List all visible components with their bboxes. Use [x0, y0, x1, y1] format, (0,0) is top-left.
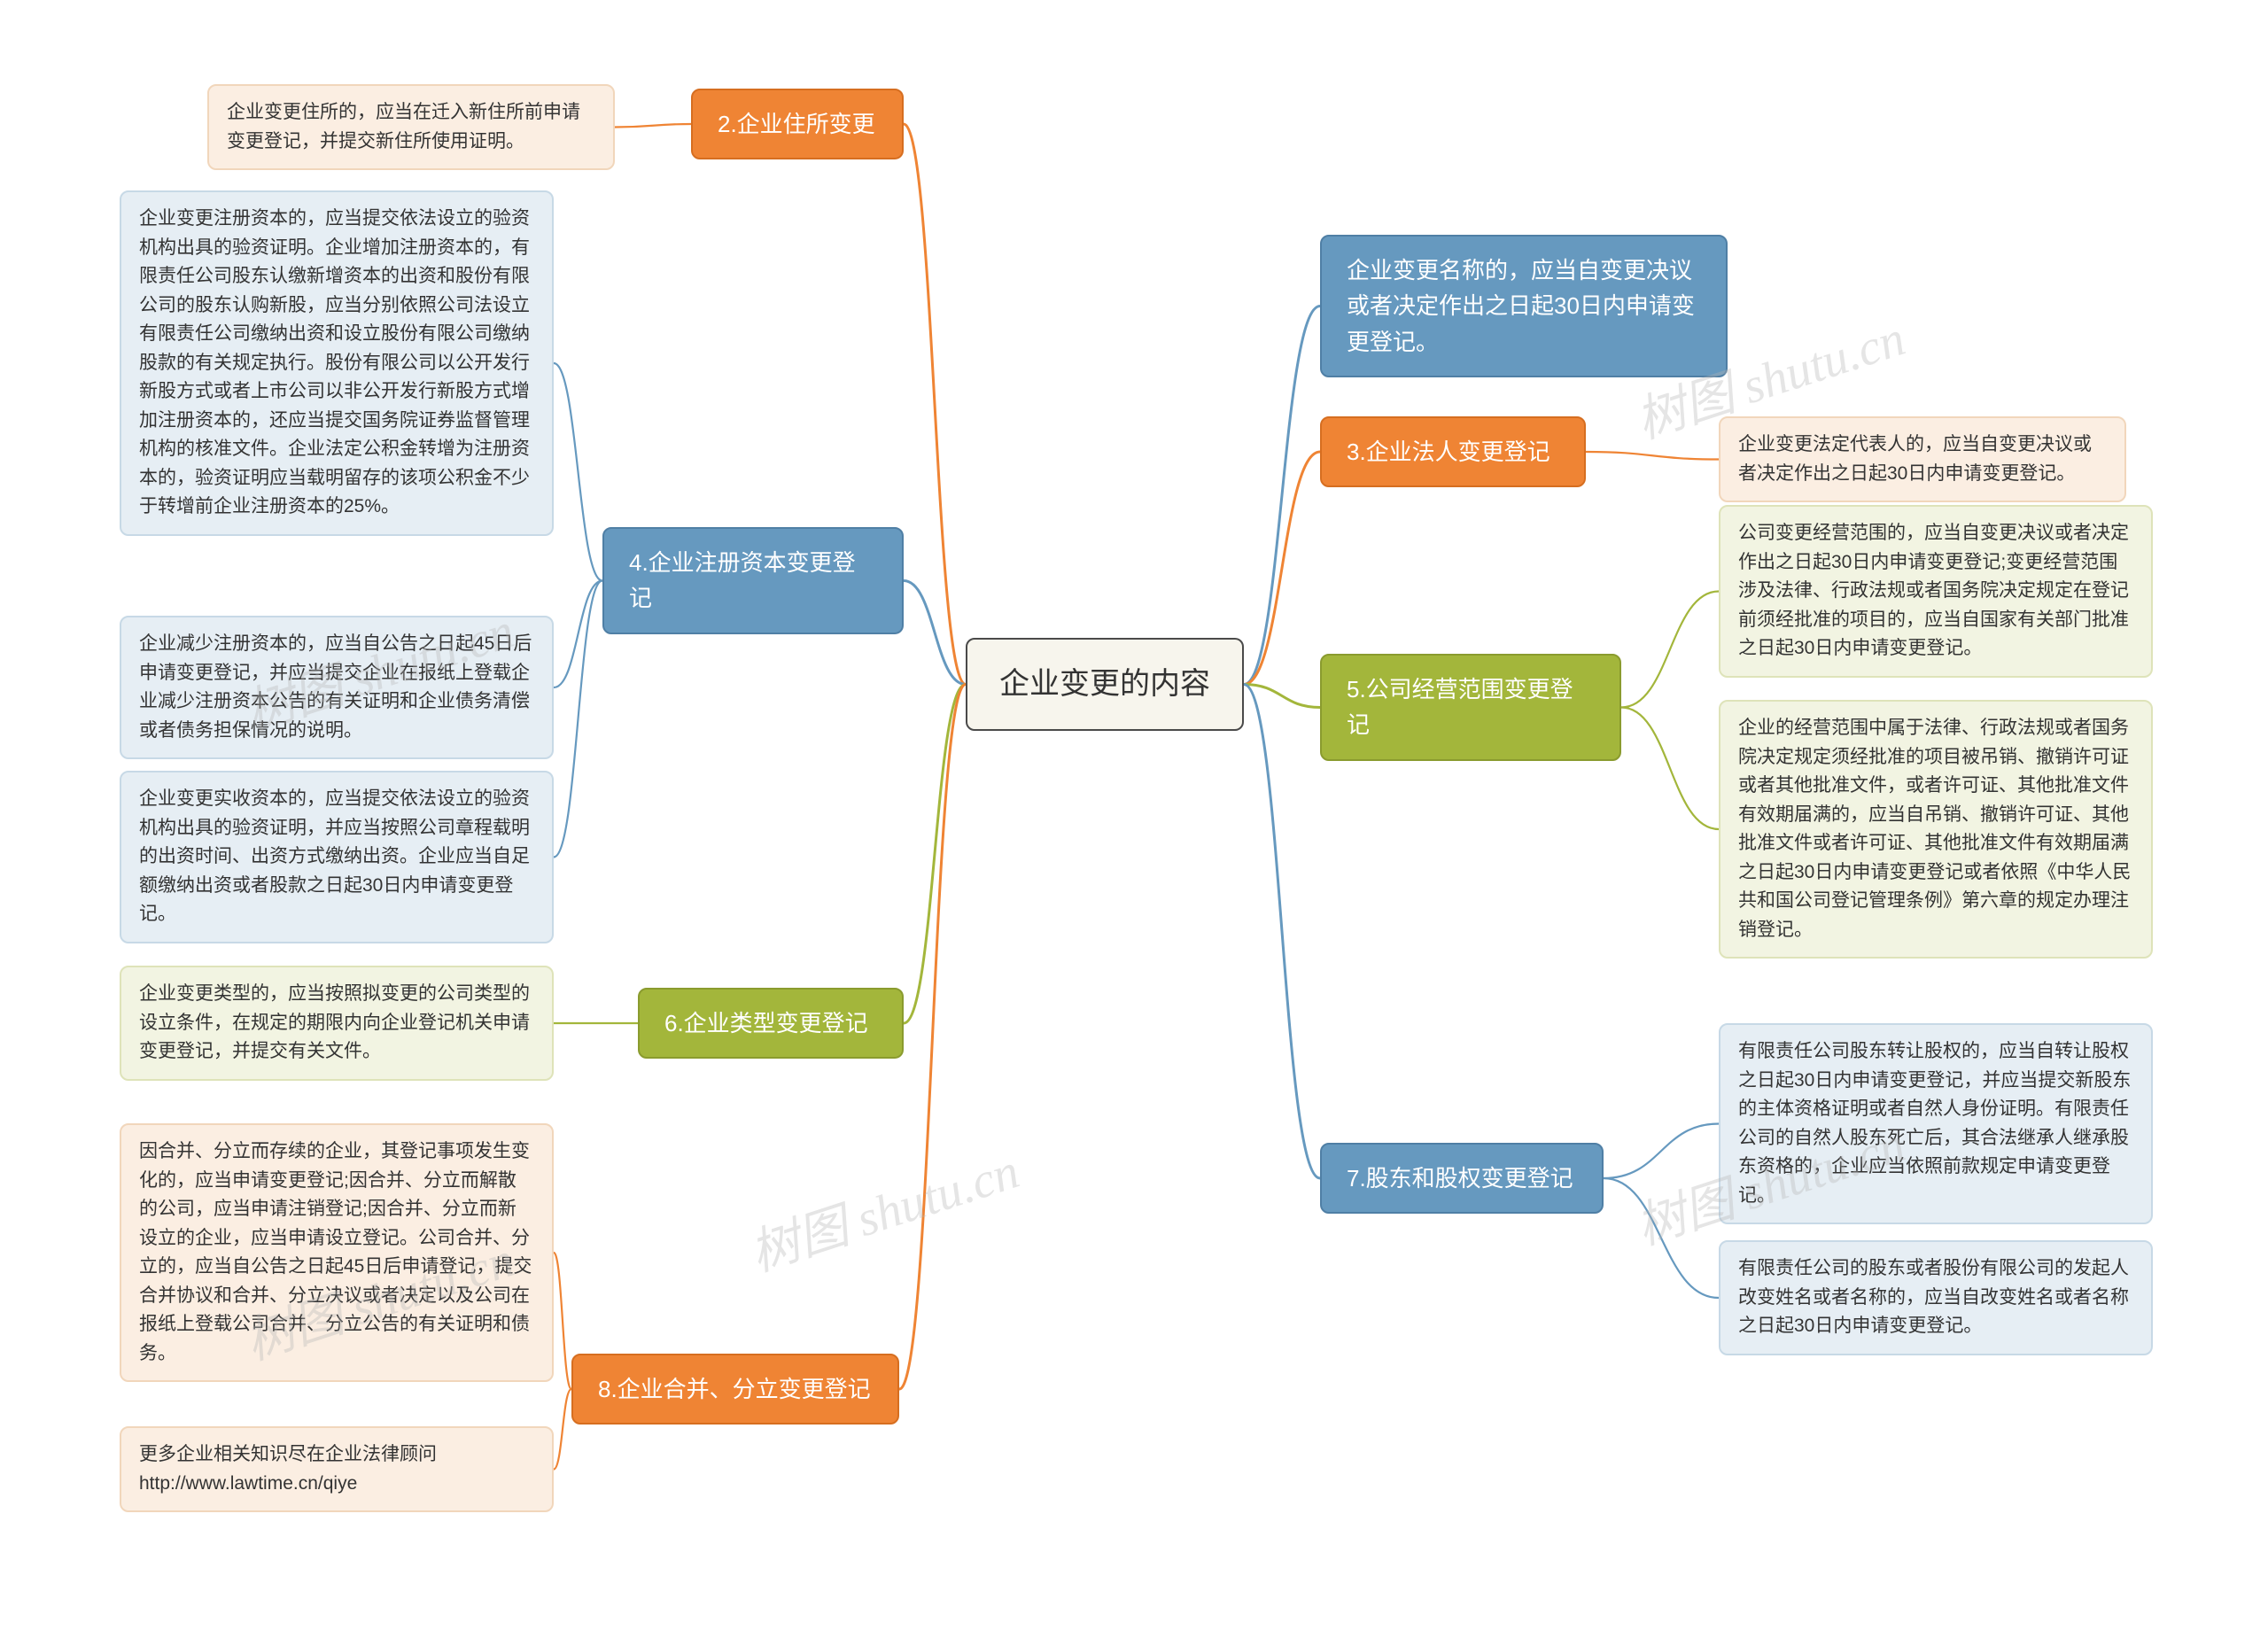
leaf-node-l7a: 有限责任公司股东转让股权的，应当自转让股权之日起30日内申请变更登记，并应当提交… [1719, 1023, 2153, 1224]
branch-node-b6: 6.企业类型变更登记 [638, 988, 904, 1059]
branch-node-b2: 2.企业住所变更 [691, 89, 904, 159]
connector [904, 685, 966, 1024]
connector [554, 581, 602, 858]
connector [554, 1389, 571, 1470]
leaf-node-l4c: 企业变更实收资本的，应当提交依法设立的验资机构出具的验资证明，并应当按照公司章程… [120, 771, 554, 943]
mindmap-canvas: 企业变更的内容 企业变更名称的，应当自变更决议或者决定作出之日起30日内申请变更登… [0, 0, 2268, 1638]
leaf-node-l8b: 更多企业相关知识尽在企业法律顾问http://www.lawtime.cn/qi… [120, 1426, 554, 1512]
connector [1586, 452, 1719, 460]
leaf-node-l8a: 因合并、分立而存续的企业，其登记事项发生变化的，应当申请变更登记;因合并、分立而… [120, 1123, 554, 1382]
leaf-node-l5a: 公司变更经营范围的，应当自变更决议或者决定作出之日起30日内申请变更登记;变更经… [1719, 505, 2153, 678]
connector [554, 1253, 571, 1389]
connector [1604, 1124, 1719, 1179]
leaf-node-l7b: 有限责任公司的股东或者股份有限公司的发起人改变姓名或者名称的，应当自改变姓名或者… [1719, 1240, 2153, 1355]
branch-node-b5: 5.公司经营范围变更登记 [1320, 654, 1621, 761]
leaf-node-l4b: 企业减少注册资本的，应当自公告之日起45日后申请变更登记，并应当提交企业在报纸上… [120, 616, 554, 759]
leaf-node-l6a: 企业变更类型的，应当按照拟变更的公司类型的设立条件，在规定的期限内向企业登记机关… [120, 966, 554, 1081]
center-node: 企业变更的内容 [966, 638, 1244, 731]
watermark: 树图 shutu.cn [740, 1131, 1027, 1285]
connector [554, 363, 602, 581]
branch-node-b7: 7.股东和股权变更登记 [1320, 1143, 1604, 1214]
connector [1604, 1178, 1719, 1298]
connector [615, 124, 691, 128]
branch-node-b8: 8.企业合并、分立变更登记 [571, 1354, 899, 1425]
leaf-node-l4a: 企业变更注册资本的，应当提交依法设立的验资机构出具的验资证明。企业增加注册资本的… [120, 190, 554, 536]
branch-node-b3: 3.企业法人变更登记 [1320, 416, 1586, 487]
connector [1244, 307, 1320, 685]
connector [1244, 685, 1320, 708]
connector [1621, 592, 1719, 708]
leaf-node-l5b: 企业的经营范围中属于法律、行政法规或者国务院决定规定须经批准的项目被吊销、撤销许… [1719, 700, 2153, 959]
connector [554, 581, 602, 688]
connector [1244, 685, 1320, 1179]
leaf-node-l3a: 企业变更法定代表人的，应当自变更决议或者决定作出之日起30日内申请变更登记。 [1719, 416, 2126, 502]
leaf-node-l2a: 企业变更住所的，应当在迁入新住所前申请变更登记，并提交新住所使用证明。 [207, 84, 615, 170]
connector [1244, 452, 1320, 685]
connector [899, 685, 966, 1390]
connector [904, 124, 966, 685]
connector [904, 581, 966, 685]
branch-node-b1: 企业变更名称的，应当自变更决议或者决定作出之日起30日内申请变更登记。 [1320, 235, 1728, 377]
connector [1621, 708, 1719, 830]
branch-node-b4: 4.企业注册资本变更登记 [602, 527, 904, 634]
